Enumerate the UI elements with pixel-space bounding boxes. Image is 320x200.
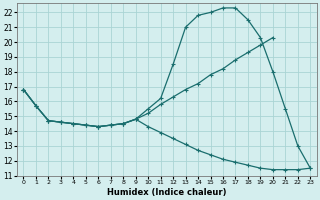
X-axis label: Humidex (Indice chaleur): Humidex (Indice chaleur) <box>107 188 227 197</box>
